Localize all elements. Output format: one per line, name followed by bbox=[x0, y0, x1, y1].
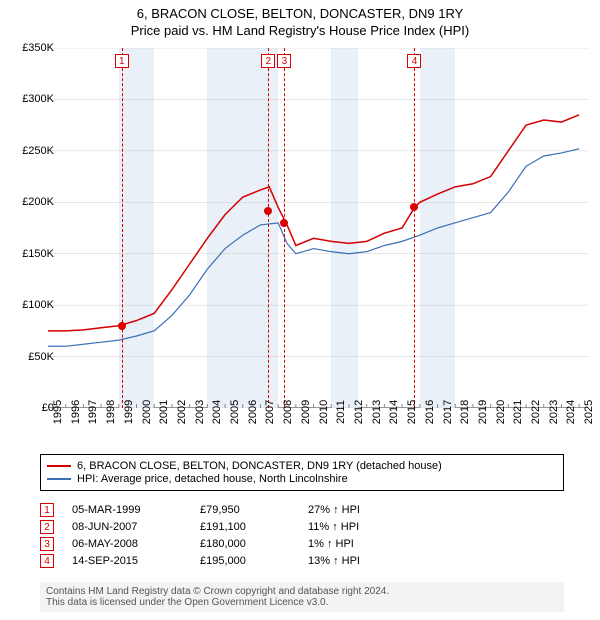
sale-dot bbox=[410, 203, 418, 211]
x-axis-tick-label: 2015 bbox=[406, 400, 418, 424]
sale-pct: 27% ↑ HPI bbox=[308, 504, 360, 516]
x-axis-tick-label: 2023 bbox=[548, 400, 560, 424]
x-axis-tick-label: 2017 bbox=[442, 400, 454, 424]
legend-item: 6, BRACON CLOSE, BELTON, DONCASTER, DN9 … bbox=[47, 460, 557, 472]
sale-marker-number: 4 bbox=[40, 554, 54, 568]
chart-container: 6, BRACON CLOSE, BELTON, DONCASTER, DN9 … bbox=[0, 0, 600, 620]
legend-box: 6, BRACON CLOSE, BELTON, DONCASTER, DN9 … bbox=[40, 454, 564, 491]
x-axis-tick-label: 2016 bbox=[424, 400, 436, 424]
x-axis-tick-label: 2004 bbox=[211, 400, 223, 424]
sale-date: 06-MAY-2008 bbox=[72, 538, 182, 550]
sale-row: 4 14-SEP-2015 £195,000 13% ↑ HPI bbox=[40, 554, 564, 568]
sale-price: £180,000 bbox=[200, 538, 290, 550]
x-axis-tick-label: 2021 bbox=[512, 400, 524, 424]
sale-pct: 11% ↑ HPI bbox=[308, 521, 359, 533]
x-axis-tick-label: 2009 bbox=[300, 400, 312, 424]
sale-vline bbox=[414, 48, 415, 408]
x-axis-tick-label: 2022 bbox=[530, 400, 542, 424]
x-axis-tick-label: 1999 bbox=[123, 400, 135, 424]
x-axis-tick-label: 2010 bbox=[318, 400, 330, 424]
sale-dot bbox=[280, 219, 288, 227]
legend-item: HPI: Average price, detached house, Nort… bbox=[47, 473, 557, 485]
x-axis-tick-label: 2006 bbox=[247, 400, 259, 424]
series-line bbox=[48, 115, 579, 331]
y-axis-tick-label: £300K bbox=[22, 93, 54, 105]
chart-title: 6, BRACON CLOSE, BELTON, DONCASTER, DN9 … bbox=[0, 6, 600, 21]
x-axis-tick-label: 1995 bbox=[52, 400, 64, 424]
legend-swatch bbox=[47, 465, 71, 467]
sale-vline bbox=[284, 48, 285, 408]
legend-label: HPI: Average price, detached house, Nort… bbox=[77, 473, 348, 485]
x-axis-tick-label: 2019 bbox=[477, 400, 489, 424]
footer-line: This data is licensed under the Open Gov… bbox=[46, 597, 558, 608]
y-axis-tick-label: £250K bbox=[22, 145, 54, 157]
footer-line: Contains HM Land Registry data © Crown c… bbox=[46, 586, 558, 597]
x-axis-tick-label: 2007 bbox=[264, 400, 276, 424]
series-line bbox=[48, 149, 579, 346]
sale-pct: 13% ↑ HPI bbox=[308, 555, 360, 567]
sales-table: 1 05-MAR-1999 £79,950 27% ↑ HPI 2 08-JUN… bbox=[40, 500, 564, 571]
x-axis-tick-label: 2008 bbox=[282, 400, 294, 424]
x-axis-tick-label: 2000 bbox=[141, 400, 153, 424]
y-axis-tick-label: £150K bbox=[22, 248, 54, 260]
y-axis-tick-label: £200K bbox=[22, 196, 54, 208]
sale-date: 14-SEP-2015 bbox=[72, 555, 182, 567]
x-axis-tick-label: 2014 bbox=[388, 400, 400, 424]
chart-plot-area: 1 23 4 bbox=[48, 48, 588, 408]
sale-marker-box: 4 bbox=[407, 54, 421, 68]
sale-vline bbox=[268, 48, 269, 408]
x-axis-tick-label: 2001 bbox=[158, 400, 170, 424]
x-axis-tick-label: 2003 bbox=[194, 400, 206, 424]
sale-dot bbox=[264, 207, 272, 215]
sale-dot bbox=[118, 322, 126, 330]
sale-marker-number: 2 bbox=[40, 520, 54, 534]
sale-price: £195,000 bbox=[200, 555, 290, 567]
y-axis-tick-label: £100K bbox=[22, 299, 54, 311]
sale-row: 1 05-MAR-1999 £79,950 27% ↑ HPI bbox=[40, 503, 564, 517]
x-axis-tick-label: 1996 bbox=[70, 400, 82, 424]
y-axis-tick-label: £350K bbox=[22, 42, 54, 54]
sale-marker-number: 3 bbox=[40, 537, 54, 551]
sale-marker-box: 3 bbox=[277, 54, 291, 68]
legend-label: 6, BRACON CLOSE, BELTON, DONCASTER, DN9 … bbox=[77, 460, 442, 472]
sale-date: 05-MAR-1999 bbox=[72, 504, 182, 516]
sale-vline bbox=[122, 48, 123, 408]
x-axis-tick-label: 2002 bbox=[176, 400, 188, 424]
chart-svg bbox=[48, 48, 588, 408]
sale-row: 2 08-JUN-2007 £191,100 11% ↑ HPI bbox=[40, 520, 564, 534]
sale-price: £79,950 bbox=[200, 504, 290, 516]
sale-row: 3 06-MAY-2008 £180,000 1% ↑ HPI bbox=[40, 537, 564, 551]
chart-subtitle: Price paid vs. HM Land Registry's House … bbox=[0, 23, 600, 38]
sale-price: £191,100 bbox=[200, 521, 290, 533]
title-block: 6, BRACON CLOSE, BELTON, DONCASTER, DN9 … bbox=[0, 0, 600, 38]
x-axis-tick-label: 2011 bbox=[335, 400, 347, 424]
x-axis-tick-label: 2012 bbox=[353, 400, 365, 424]
x-axis-tick-label: 2018 bbox=[459, 400, 471, 424]
y-axis-tick-label: £50K bbox=[28, 351, 54, 363]
x-axis-tick-label: 2005 bbox=[229, 400, 241, 424]
x-axis-tick-label: 2024 bbox=[565, 400, 577, 424]
x-axis-tick-label: 2020 bbox=[495, 400, 507, 424]
sale-pct: 1% ↑ HPI bbox=[308, 538, 354, 550]
x-axis-tick-label: 1998 bbox=[105, 400, 117, 424]
sale-date: 08-JUN-2007 bbox=[72, 521, 182, 533]
footer-attribution: Contains HM Land Registry data © Crown c… bbox=[40, 582, 564, 612]
x-axis-tick-label: 2025 bbox=[583, 400, 595, 424]
x-axis-tick-label: 2013 bbox=[371, 400, 383, 424]
legend-swatch bbox=[47, 478, 71, 480]
x-axis-tick-label: 1997 bbox=[87, 400, 99, 424]
sale-marker-number: 1 bbox=[40, 503, 54, 517]
sale-marker-box: 2 bbox=[261, 54, 275, 68]
sale-marker-box: 1 bbox=[115, 54, 129, 68]
